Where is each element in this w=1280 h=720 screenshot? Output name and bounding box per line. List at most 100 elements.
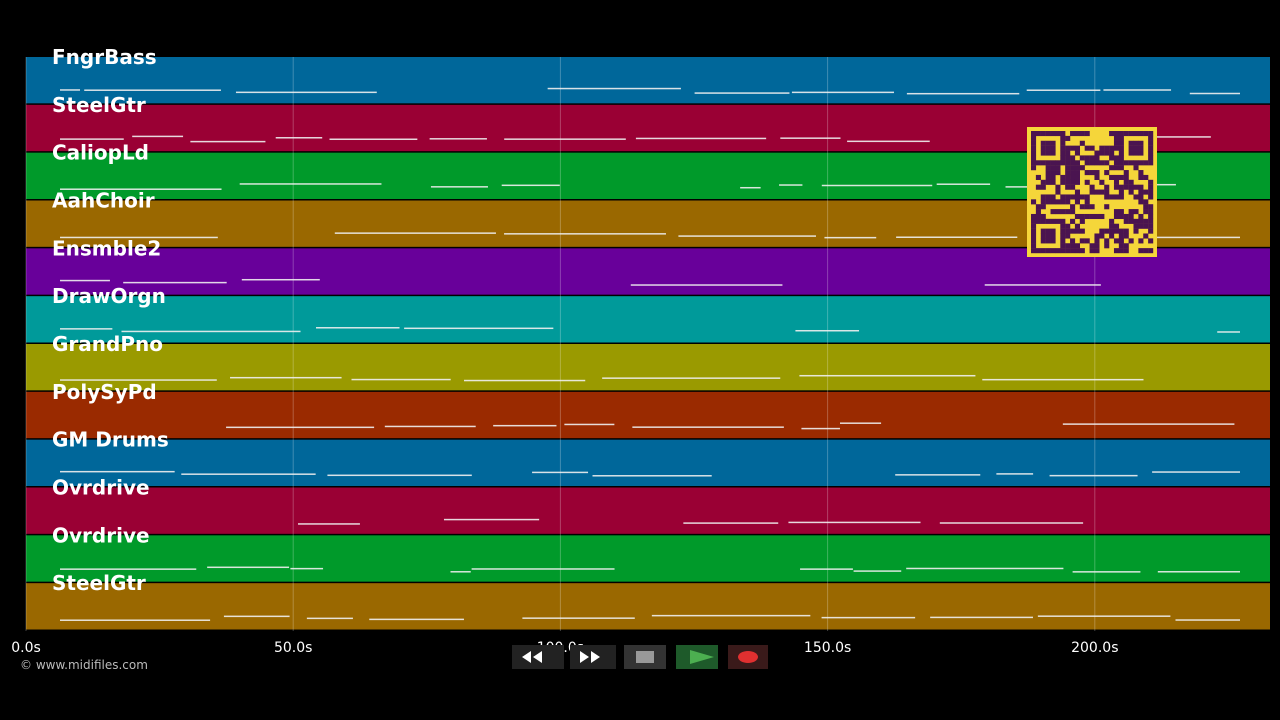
qr-module bbox=[1084, 204, 1090, 210]
qr-module bbox=[1060, 218, 1066, 224]
qr-module bbox=[1050, 218, 1056, 224]
qr-module bbox=[1099, 150, 1105, 156]
qr-module bbox=[1055, 165, 1061, 171]
qr-module bbox=[1123, 228, 1129, 234]
qr-module bbox=[1148, 140, 1154, 146]
qr-module bbox=[1143, 209, 1149, 215]
time-tick-label: 0.0s bbox=[11, 640, 41, 656]
qr-module bbox=[1094, 189, 1100, 195]
track-label: FngrBass bbox=[52, 45, 157, 69]
note bbox=[694, 92, 790, 94]
note bbox=[241, 278, 320, 281]
qr-module bbox=[1084, 155, 1090, 161]
qr-module bbox=[1065, 199, 1071, 205]
qr-module bbox=[1060, 228, 1066, 234]
qr-module bbox=[1045, 150, 1051, 156]
qr-module bbox=[1148, 160, 1154, 166]
qr-module bbox=[1143, 131, 1149, 137]
qr-module bbox=[1035, 204, 1041, 210]
qr-module bbox=[1118, 194, 1124, 200]
qr-module bbox=[1113, 248, 1120, 254]
qr-module bbox=[1065, 194, 1071, 200]
qr-module bbox=[1050, 199, 1056, 205]
qr-module bbox=[1060, 135, 1066, 141]
qr-module bbox=[1099, 189, 1105, 195]
note bbox=[906, 92, 1020, 95]
time-tick-label: 50.0s bbox=[274, 640, 312, 656]
qr-module bbox=[1128, 131, 1134, 137]
note bbox=[821, 184, 933, 187]
qr-module bbox=[1060, 233, 1066, 239]
track-labels: FngrBass SteelGtr CaliopLd AahChoir Ensmble2… bbox=[52, 45, 169, 595]
track-row bbox=[26, 487, 1270, 534]
note bbox=[1026, 89, 1101, 91]
qr-module bbox=[1128, 218, 1134, 224]
qr-module bbox=[1118, 243, 1124, 249]
qr-code bbox=[1027, 127, 1157, 257]
qr-module bbox=[1138, 174, 1144, 180]
qr-module bbox=[1045, 199, 1051, 205]
note bbox=[132, 135, 184, 138]
qr-module bbox=[1143, 204, 1149, 210]
play-button[interactable] bbox=[676, 645, 718, 669]
note bbox=[60, 470, 175, 473]
qr-module bbox=[1060, 209, 1066, 215]
rewind-button[interactable] bbox=[512, 645, 564, 669]
qr-module bbox=[1109, 165, 1115, 171]
note bbox=[1049, 474, 1138, 477]
qr-module bbox=[1040, 199, 1046, 205]
note bbox=[847, 140, 930, 143]
qr-module bbox=[1094, 160, 1100, 166]
qr-module bbox=[1099, 179, 1105, 185]
qr-module bbox=[1084, 179, 1090, 185]
qr-module bbox=[1133, 218, 1139, 224]
qr-module bbox=[1104, 145, 1110, 151]
qr-module bbox=[1128, 238, 1134, 244]
note bbox=[740, 186, 761, 189]
qr-module bbox=[1094, 170, 1100, 176]
record-button[interactable] bbox=[728, 645, 768, 669]
qr-module bbox=[1099, 160, 1105, 166]
qr-module bbox=[1118, 150, 1124, 156]
qr-module bbox=[1065, 184, 1071, 190]
track-row bbox=[26, 344, 1270, 391]
note bbox=[190, 140, 266, 143]
note bbox=[632, 426, 784, 428]
note bbox=[471, 568, 615, 570]
note bbox=[1152, 471, 1240, 473]
qr-module bbox=[1040, 233, 1046, 239]
qr-module bbox=[1138, 189, 1144, 195]
note bbox=[230, 376, 342, 379]
qr-module bbox=[1074, 213, 1080, 220]
note bbox=[522, 617, 635, 619]
note bbox=[906, 567, 1064, 570]
qr-module bbox=[1070, 238, 1076, 244]
qr-module bbox=[1045, 194, 1051, 200]
note bbox=[443, 518, 540, 521]
qr-module bbox=[1133, 165, 1139, 171]
qr-module bbox=[1070, 228, 1076, 234]
qr-module bbox=[1050, 248, 1056, 254]
qr-module bbox=[1123, 184, 1129, 190]
qr-module bbox=[1050, 233, 1056, 239]
fast-forward-button[interactable] bbox=[570, 645, 616, 669]
qr-module bbox=[1045, 174, 1051, 180]
note bbox=[84, 89, 221, 91]
qr-module bbox=[1040, 150, 1046, 156]
note bbox=[60, 379, 217, 381]
track-label: SteelGtr bbox=[52, 571, 146, 595]
qr-module bbox=[1138, 184, 1144, 190]
stop-button[interactable] bbox=[624, 645, 666, 669]
qr-module bbox=[1050, 145, 1056, 151]
qr-module bbox=[1118, 135, 1124, 141]
qr-module bbox=[1060, 140, 1066, 146]
qr-module bbox=[1074, 248, 1080, 254]
qr-module bbox=[1035, 218, 1041, 224]
qr-module bbox=[1045, 160, 1051, 166]
qr-module bbox=[1031, 131, 1037, 137]
track-row bbox=[26, 57, 1270, 104]
qr-module bbox=[1104, 204, 1110, 210]
qr-module bbox=[1109, 145, 1115, 151]
note bbox=[504, 138, 626, 140]
qr-module bbox=[1065, 155, 1071, 161]
